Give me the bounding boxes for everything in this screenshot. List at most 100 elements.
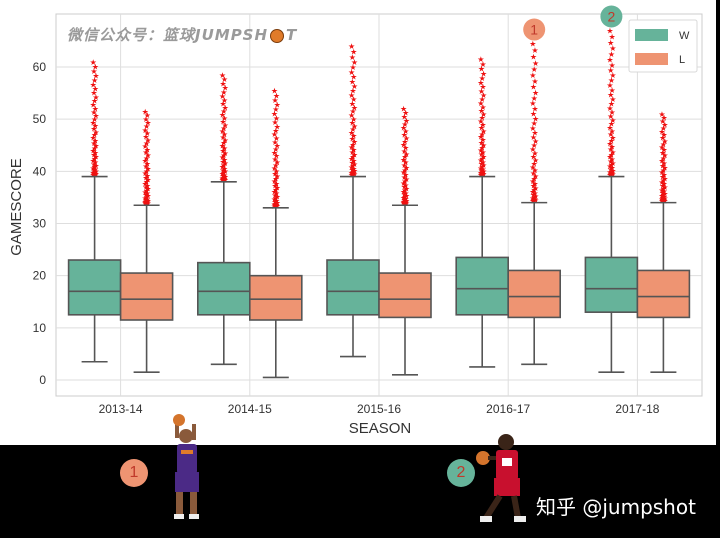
outlier-point: ★ <box>661 196 668 205</box>
outlier-point: ★ <box>401 131 408 140</box>
outlier-point: ★ <box>477 55 484 64</box>
outlier-point: ★ <box>607 157 614 166</box>
outlier-point: ★ <box>608 161 615 170</box>
outlier-point: ★ <box>480 110 487 119</box>
grid <box>56 14 702 396</box>
outlier-point: ★ <box>480 152 487 161</box>
outlier-point: ★ <box>221 96 228 105</box>
outlier-point: ★ <box>659 188 666 197</box>
outlier-point: ★ <box>144 196 151 205</box>
outlier-point: ★ <box>92 112 99 121</box>
outlier-point: ★ <box>659 172 666 181</box>
outlier-point: ★ <box>272 202 279 211</box>
outlier-point: ★ <box>660 124 667 133</box>
outlier-point: ★ <box>606 104 613 113</box>
box-body <box>197 261 251 316</box>
outlier-point: ★ <box>659 193 666 202</box>
outlier-point: ★ <box>531 175 538 184</box>
outlier-point: ★ <box>401 190 408 199</box>
outlier-point: ★ <box>90 151 97 160</box>
outlier-point: ★ <box>400 199 407 208</box>
legend-swatch-l <box>635 53 668 65</box>
outlier-point: ★ <box>658 127 665 136</box>
outlier-point: ★ <box>531 189 538 198</box>
outlier-point: ★ <box>90 134 97 143</box>
y-tick-label: 40 <box>33 164 47 178</box>
outlier-point: ★ <box>403 175 410 184</box>
outlier-point: ★ <box>480 161 487 170</box>
outlier-point: ★ <box>142 142 149 151</box>
outlier-point: ★ <box>90 139 97 148</box>
outlier-point: ★ <box>222 167 229 176</box>
outlier-point: ★ <box>90 125 97 134</box>
outlier-point: ★ <box>90 164 97 173</box>
outlier-point: ★ <box>400 179 407 188</box>
outlier-point: ★ <box>221 130 228 139</box>
outlier-point: ★ <box>608 137 615 146</box>
outlier-point: ★ <box>221 164 228 173</box>
outlier-point: ★ <box>659 161 666 170</box>
outlier-point: ★ <box>350 73 357 82</box>
outlier-point: ★ <box>531 77 538 86</box>
outlier-point: ★ <box>220 172 227 181</box>
outlier-point: ★ <box>478 150 485 159</box>
outlier-point: ★ <box>478 170 485 179</box>
outlier-point: ★ <box>480 91 487 100</box>
outlier-point: ★ <box>274 201 281 210</box>
outlier-point: ★ <box>273 196 280 205</box>
outlier-point: ★ <box>274 198 281 207</box>
outlier-point: ★ <box>271 195 278 204</box>
outlier-point: ★ <box>142 188 149 197</box>
box-body <box>67 259 122 316</box>
outlier-point: ★ <box>606 162 613 171</box>
outlier-point: ★ <box>480 167 487 176</box>
outlier-point: ★ <box>401 161 408 170</box>
outlier-point: ★ <box>142 199 149 208</box>
outlier-point: ★ <box>271 187 278 196</box>
outlier-point: ★ <box>479 148 486 157</box>
outlier-point: ★ <box>351 160 358 169</box>
outlier-point: ★ <box>529 177 536 186</box>
outlier-point: ★ <box>607 130 614 139</box>
outlier-point: ★ <box>272 145 279 154</box>
outlier-point: ★ <box>531 196 538 205</box>
outlier-point: ★ <box>531 195 538 204</box>
outlier-point: ★ <box>660 154 667 163</box>
outlier-point: ★ <box>222 175 229 184</box>
outlier-point: ★ <box>273 114 280 123</box>
outlier-point: ★ <box>92 165 99 174</box>
ticks: 0 10 20 30 40 50 60 2013-14 2014-15 2015-16 2016-1… <box>33 60 660 416</box>
chart-panel: 0 10 20 30 40 50 60 2013-14 2014-15 2015-16 2016-1… <box>0 0 716 445</box>
outlier-point: ★ <box>271 110 278 119</box>
outlier-point: ★ <box>350 146 357 155</box>
outlier-point: ★ <box>658 186 665 195</box>
outlier-point: ★ <box>274 172 281 181</box>
outlier-point: ★ <box>219 170 226 179</box>
outlier-point: ★ <box>91 97 98 106</box>
outlier-point: ★ <box>220 166 227 175</box>
outlier-point: ★ <box>661 146 668 155</box>
outlier-point: ★ <box>351 58 358 67</box>
outlier-point: ★ <box>480 69 487 78</box>
outlier-point: ★ <box>90 58 97 67</box>
outlier-point: ★ <box>271 177 278 186</box>
outlier-point: ★ <box>401 197 408 206</box>
outlier-point: ★ <box>609 71 616 80</box>
outlier-point: ★ <box>609 116 616 125</box>
outlier-point: ★ <box>607 165 614 174</box>
outlier-point: ★ <box>274 192 281 201</box>
outlier-point: ★ <box>531 128 538 137</box>
outlier-point: ★ <box>401 137 408 146</box>
outlier-point: ★ <box>272 105 279 114</box>
outlier-point: ★ <box>220 80 227 89</box>
outlier-point: ★ <box>609 108 616 117</box>
outlier-point: ★ <box>144 199 151 208</box>
outlier-point: ★ <box>403 163 410 172</box>
outlier-point: ★ <box>477 156 484 165</box>
outlier-point: ★ <box>349 99 356 108</box>
outlier-point: ★ <box>349 170 356 179</box>
outlier-point: ★ <box>272 161 279 170</box>
outlier-point: ★ <box>531 149 538 158</box>
outlier-point: ★ <box>658 192 665 201</box>
player-dribbling-icon <box>476 434 526 522</box>
